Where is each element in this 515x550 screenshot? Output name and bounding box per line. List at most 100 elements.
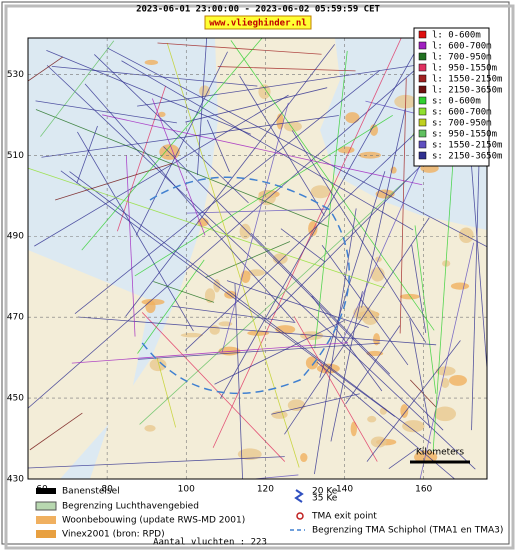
- map-border: [27, 37, 488, 480]
- legend-label: l: 950-1550m: [432, 64, 497, 74]
- flight-track: [163, 146, 444, 431]
- flight-track: [55, 162, 173, 201]
- y-tick-label: 510: [7, 151, 24, 161]
- legend-label: s: 0-600m: [432, 97, 481, 107]
- flight-track: [60, 170, 396, 417]
- flight-tracks: [28, 38, 487, 479]
- grid: [28, 38, 487, 479]
- flight-track: [151, 98, 206, 236]
- x-tick-label: 60: [36, 485, 48, 495]
- map-area: Kilometers: [28, 38, 487, 479]
- flight-track: [316, 361, 456, 479]
- flight-track: [137, 342, 381, 360]
- flight-track: [29, 412, 83, 451]
- urban-blob: [345, 112, 360, 124]
- legend-swatch: [418, 107, 427, 116]
- flight-track: [414, 225, 437, 394]
- flight-track: [46, 50, 252, 135]
- key-label: Begrenzing TMA Schiphol (TMA1 en TMA3): [312, 526, 503, 536]
- flight-track: [249, 474, 299, 479]
- flight-track: [314, 208, 357, 475]
- legend-label: l: 2150-3650m: [432, 86, 502, 96]
- urban-blob: [458, 227, 474, 243]
- site-link[interactable]: www.vlieghinder.nl: [209, 18, 307, 29]
- title: 2023-06-01 23:00:00 - 2023-06-02 05:59:5…: [136, 5, 380, 15]
- flight-track: [74, 70, 380, 315]
- flight-track: [291, 130, 427, 343]
- urban-blob: [144, 59, 159, 66]
- urban-blob: [450, 282, 470, 290]
- legend-label: s: 600-700m: [432, 108, 492, 118]
- urban-blob: [373, 333, 381, 346]
- urban-blob: [209, 325, 220, 335]
- flight-track: [94, 54, 249, 204]
- flight-track: [271, 393, 360, 415]
- flight-track: [330, 291, 363, 442]
- flight-track: [81, 38, 263, 251]
- urban-blob: [149, 358, 167, 372]
- flight-count: Aantal vluchten : 223: [153, 538, 267, 548]
- urban-blob: [370, 436, 387, 448]
- urban-blob: [199, 85, 211, 98]
- flight-track: [35, 109, 329, 228]
- urban-blob: [310, 185, 331, 199]
- flight-track: [221, 102, 289, 353]
- flight-track: [166, 42, 300, 468]
- key-swatch: [36, 516, 56, 524]
- legend-swatch: [418, 151, 427, 160]
- flight-track: [280, 228, 326, 263]
- flight-track: [157, 42, 322, 55]
- urban-blob: [400, 293, 420, 300]
- urban-blob: [435, 366, 456, 376]
- legend-label: s: 700-950m: [432, 119, 492, 129]
- urban-blob: [353, 305, 373, 321]
- urban-blob: [370, 267, 385, 282]
- flight-track: [156, 357, 177, 428]
- flight-track: [125, 44, 335, 317]
- land: [28, 250, 150, 479]
- flight-track: [214, 320, 345, 385]
- flight-track: [77, 131, 194, 332]
- key-swatch: [35, 501, 57, 511]
- urban-blob: [247, 269, 265, 277]
- scale-label: Kilometers: [416, 448, 464, 458]
- urban-blob: [237, 448, 262, 460]
- urban-blob: [367, 415, 377, 423]
- flight-track: [311, 295, 383, 392]
- x-tick-label: 80: [101, 485, 113, 495]
- legend-swatch: [418, 129, 427, 138]
- y-tick-label: 470: [7, 313, 24, 323]
- flight-track: [411, 244, 427, 333]
- urban-blob: [300, 453, 308, 463]
- legend-label: l: 1550-2150m: [432, 75, 502, 85]
- x-tick-label: 100: [178, 485, 195, 495]
- flight-track: [117, 85, 167, 232]
- site-badge: [204, 15, 312, 30]
- y-tick-label: 430: [7, 475, 24, 485]
- key-swatch: [36, 530, 56, 538]
- flight-track: [366, 340, 461, 462]
- flight-track: [141, 312, 286, 462]
- flight-track: [121, 60, 414, 231]
- legend-swatch: [418, 85, 427, 94]
- flight-track: [139, 175, 411, 425]
- key-label: 20 Ke: [312, 487, 338, 497]
- flight-track: [84, 83, 295, 323]
- flight-track: [41, 115, 339, 158]
- legend-swatch: [418, 52, 427, 61]
- flight-track: [51, 66, 258, 87]
- key-label: 35 Ke: [312, 494, 338, 504]
- legend-box: [413, 27, 490, 167]
- urban-blob: [218, 321, 233, 327]
- flight-track: [71, 342, 348, 364]
- legend-label: l: 600-700m: [432, 42, 492, 52]
- urban-blob: [144, 425, 156, 432]
- y-tick-label: 530: [7, 70, 24, 80]
- legend-swatch: [418, 63, 427, 72]
- map-key: Banenstelsel Begrenzing Luchthavengebied W…: [35, 487, 503, 540]
- x-tick-label: 140: [336, 485, 353, 495]
- flight-track: [388, 448, 417, 470]
- flight-track: [471, 157, 480, 431]
